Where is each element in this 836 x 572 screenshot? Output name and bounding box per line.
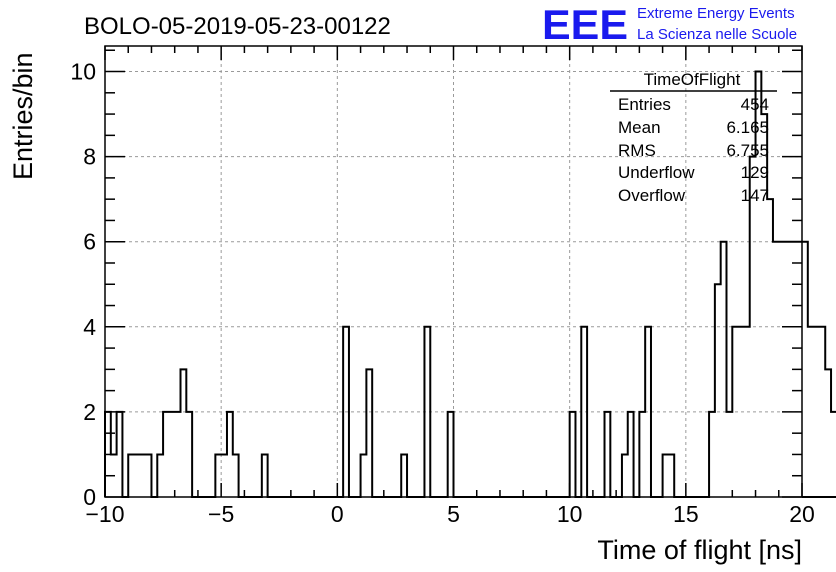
logo-line1: Extreme Energy Events	[637, 5, 795, 22]
y-tick-labels: 0 2 4 6 8 10	[70, 59, 96, 510]
x-tick-labels: −10 −5 0 5 10 15 20	[85, 501, 814, 527]
y-tick-label: 10	[70, 59, 96, 85]
x-tick-label: 15	[673, 501, 699, 527]
x-axis-label: Time of flight [ns]	[597, 535, 802, 565]
eee-logo: EEE Extreme Energy Events La Scienza nel…	[542, 1, 797, 48]
x-tick-label: 0	[331, 501, 344, 527]
stats-label-entries: Entries	[618, 95, 671, 114]
y-tick-label: 0	[83, 484, 96, 510]
x-tick-label: −10	[85, 501, 124, 527]
x-tick-label: 10	[557, 501, 583, 527]
stats-label-underflow: Underflow	[618, 163, 695, 182]
logo-line2: La Scienza nelle Scuole	[637, 26, 797, 43]
stats-label-mean: Mean	[618, 118, 661, 137]
stats-value-rms: 6.755	[726, 141, 769, 160]
stats-value-mean: 6.165	[726, 118, 769, 137]
x-tick-label: −5	[208, 501, 234, 527]
stats-label-overflow: Overflow	[618, 186, 686, 205]
axis-ticks	[104, 46, 803, 498]
x-tick-label: 5	[447, 501, 460, 527]
stats-title: TimeOfFlight	[644, 70, 741, 89]
stats-value-underflow: 129	[741, 163, 769, 182]
stats-label-rms: RMS	[618, 141, 656, 160]
y-tick-label: 2	[83, 399, 96, 425]
y-tick-label: 8	[83, 144, 96, 170]
stats-box: TimeOfFlight Entries 454 Mean 6.165 RMS …	[610, 70, 777, 205]
logo-mark: EEE	[542, 1, 628, 48]
y-tick-label: 4	[83, 314, 96, 340]
stats-value-entries: 454	[741, 95, 769, 114]
chart-title: BOLO-05-2019-05-23-00122	[84, 13, 391, 40]
y-axis-label: Entries/bin	[8, 52, 38, 180]
x-tick-label: 20	[789, 501, 815, 527]
stats-value-overflow: 147	[741, 186, 769, 205]
y-tick-label: 6	[83, 229, 96, 255]
